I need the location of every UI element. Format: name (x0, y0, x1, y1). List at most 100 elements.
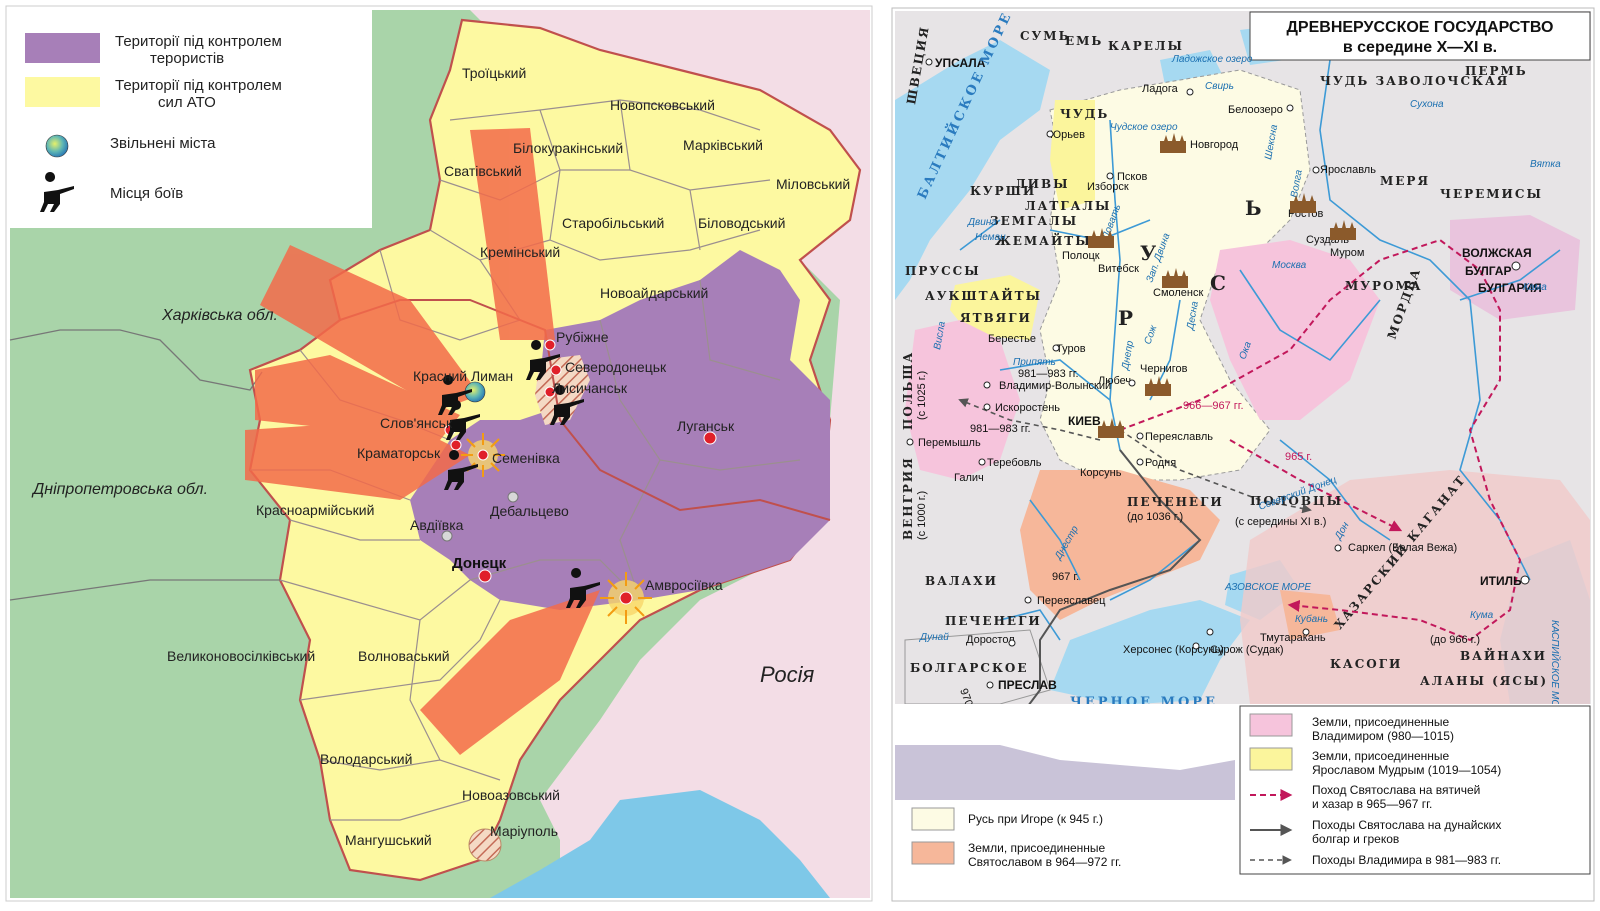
city-dot-severodonetsk (550, 364, 562, 376)
people-label: МЕРЯ (1380, 174, 1430, 188)
district-label: Білокуракінський (513, 140, 623, 156)
district-label: Новопсковський (610, 97, 715, 113)
legend-label: Походы Владимира в 981—983 гг. (1312, 853, 1501, 867)
people-label: АЛАНЫ (ЯСЫ) (1420, 674, 1548, 688)
people-label: ЛИВЫ (1015, 177, 1070, 191)
city-dot-luhansk (703, 431, 717, 445)
church-icon (1145, 376, 1171, 396)
title-line2: в середине X—XI в. (1343, 39, 1497, 56)
black-sea (1050, 600, 1250, 705)
river-label: Вятка (1530, 159, 1561, 170)
city-label: Переяславец (1037, 595, 1106, 607)
route-label: 966—967 гг. (1183, 400, 1244, 412)
city-label: Любеч (1098, 375, 1131, 387)
district-label: Новоазовський (462, 787, 560, 803)
district-label: Біловодський (698, 215, 785, 231)
rivers (959, 59, 1561, 641)
city-label: Изборск (1087, 181, 1129, 193)
people-label: (с 1025 г.) (916, 371, 928, 420)
river-label: Свирь (1205, 81, 1234, 92)
people-label: АУКШТАЙТЫ (925, 287, 1042, 303)
city-labels: Рубіжне Северодонецьк Лисичанськ Красний… (357, 329, 735, 839)
rus-letter: Ь (1245, 196, 1270, 220)
city-label: Ярославль (1320, 164, 1376, 176)
legend-globe-icon (45, 134, 69, 158)
arrow-w1 (255, 355, 460, 440)
people-label: ЛАТГАЛЫ (1025, 199, 1111, 213)
people-label: ЕМЬ (1065, 34, 1103, 48)
soldier-icon (566, 568, 600, 608)
district-label: Новоайдарський (600, 285, 708, 301)
people-label: ЗЕМГАЛЫ (990, 214, 1078, 228)
legend-label: Земли, присоединенные (1312, 715, 1450, 729)
city-label: Красний Лиман (413, 368, 513, 384)
church-icon (1098, 418, 1124, 438)
city-label: Муром (1330, 247, 1364, 259)
soldier-icon (526, 340, 560, 380)
city-dot-amvrosiivka (619, 591, 633, 605)
city-label: Донецк (452, 555, 507, 572)
legend-label: Владимиром (980—1015) (1312, 729, 1454, 743)
route-vladimir-west (958, 398, 1101, 441)
district-label: Володарський (320, 751, 412, 767)
water-label: АЗОВСКОЕ МОРЕ (1224, 582, 1311, 593)
city-dot-kramatorsk (450, 439, 462, 451)
people-label: ПЕРМЬ (1465, 64, 1528, 78)
route-svyatoslav-sarkel (1229, 439, 1403, 532)
district-label: Троїцький (462, 65, 526, 81)
city-dot-lysychansk (544, 386, 556, 398)
region-label-kharkiv: Харківська обл. (161, 307, 278, 324)
terrorist-area (410, 250, 830, 610)
city-label: Теребовль (987, 457, 1042, 469)
city-label: ПРЕСЛАВ (998, 678, 1057, 692)
kharkiv-border (9, 329, 263, 391)
people-label: ПОЛЬША (901, 351, 915, 430)
soldier-icon (438, 375, 472, 415)
people-label: ЧУДЬ ЗАВОЛОЧСКАЯ (1320, 74, 1509, 88)
route-label: 981—983 гг. (1018, 368, 1079, 380)
people-label: ВАЙНАХИ (1460, 647, 1547, 663)
route-svyatoslav-khazar (1119, 238, 1522, 642)
people-label: (с 1000 г.) (916, 491, 928, 540)
river-label: Неман (975, 232, 1006, 243)
people-label: ЯТВЯГИ (960, 311, 1032, 325)
legend-label: Святославом в 964—972 гг. (968, 855, 1121, 869)
city-label: Северодонецьк (565, 359, 667, 375)
district-label: Великоновосілківський (167, 648, 315, 664)
legend-label: Походы Святослава на дунайских (1312, 818, 1501, 832)
city-label: Новгород (1190, 139, 1239, 151)
city-label: Псков (1117, 171, 1147, 183)
legend-label: Земли, присоединенные (968, 841, 1106, 855)
legend-label: Території під контролем (115, 33, 282, 50)
title-box (1249, 11, 1591, 61)
route-vladimir-vyatichi (1119, 429, 1312, 514)
people-label: МУРОМА (1345, 279, 1423, 293)
water-label: Чудское озеро (1110, 122, 1178, 133)
river-label: Припять (1013, 357, 1056, 368)
dnipro-border (9, 579, 280, 601)
city-label: БУЛГАРИЯ (1478, 281, 1542, 295)
right-city-dots (906, 58, 1530, 741)
city-label: Белоозеро (1228, 104, 1283, 116)
mariupol-hatch (468, 828, 502, 862)
city-label: Искоростень (995, 402, 1060, 414)
right-map: ДРЕВНЕРУССКОЕ ГОСУДАРСТВО в середине X—X… (891, 7, 1595, 902)
people-label: ВАЛАХИ (925, 574, 998, 588)
city-label: Чернигов (1140, 363, 1188, 375)
arrow-north (470, 128, 555, 340)
people-label: ВЕНГРИЯ (901, 456, 915, 540)
russia-region (470, 10, 870, 898)
water-label: КАСПИЙСКОЕ МОРЕ (1549, 620, 1562, 721)
water-label: Ладожское озеро (1171, 54, 1253, 65)
district-label: Волноваський (358, 648, 450, 664)
city-dot-debaltseve (507, 491, 519, 503)
attack-arrows (245, 128, 600, 755)
river-label: Кама (1523, 282, 1547, 293)
city-label: Амвросіївка (645, 577, 723, 593)
people-label: ПЕЧЕНЕГИ (1127, 495, 1224, 509)
vladimir-area-east (1210, 240, 1380, 420)
district-label: Красноармійський (256, 502, 374, 518)
title-line1: ДРЕВНЕРУССКОЕ ГОСУДАРСТВО (1287, 19, 1554, 36)
city-label: Семенівка (492, 450, 560, 466)
rus-letter: У (1140, 241, 1164, 265)
